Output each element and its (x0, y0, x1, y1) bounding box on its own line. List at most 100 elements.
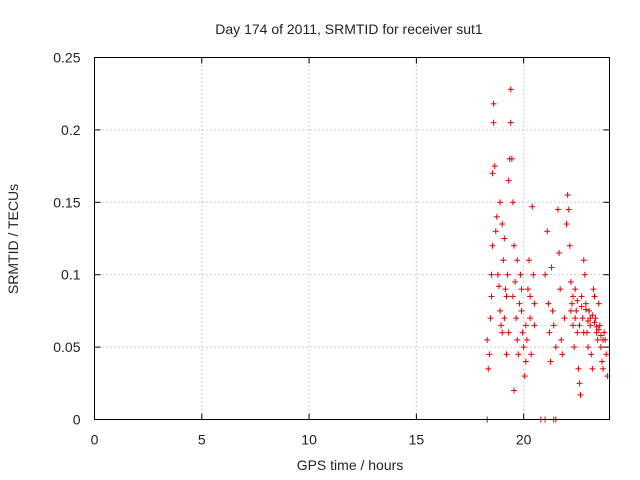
data-point (549, 307, 556, 314)
data-point (505, 177, 512, 184)
data-point (542, 271, 549, 278)
data-point (596, 322, 603, 329)
data-point (556, 249, 563, 256)
data-point (559, 351, 566, 358)
data-point (567, 307, 574, 314)
data-point (597, 344, 604, 351)
plot-frame (94, 57, 610, 420)
data-point (520, 344, 527, 351)
data-point (490, 119, 497, 126)
data-point (545, 300, 552, 307)
data-point (509, 293, 516, 300)
data-point (597, 332, 604, 339)
data-point (499, 221, 506, 228)
data-point (578, 293, 585, 300)
data-point (503, 293, 510, 300)
data-point (524, 286, 531, 293)
data-point (585, 344, 592, 351)
data-point (508, 155, 515, 162)
data-point (594, 336, 601, 343)
data-point (509, 199, 516, 206)
data-point (595, 326, 602, 333)
data-point (488, 293, 495, 300)
data-point (600, 336, 607, 343)
data-point (505, 329, 512, 336)
data-point (531, 322, 538, 329)
data-point (570, 293, 577, 300)
y-tick-label: 0.25 (53, 50, 80, 66)
data-point (497, 199, 504, 206)
data-point (507, 119, 514, 126)
data-point (515, 351, 522, 358)
x-tick-label: 10 (301, 432, 317, 448)
data-point (586, 307, 593, 314)
data-point (528, 351, 535, 358)
x-tick-label: 5 (198, 432, 206, 448)
data-point (550, 322, 557, 329)
data-point (498, 322, 505, 329)
data-point (548, 264, 555, 271)
data-point (491, 163, 498, 170)
data-point (518, 307, 525, 314)
data-point (523, 336, 530, 343)
data-point (564, 192, 571, 199)
data-point (527, 315, 534, 322)
data-point (519, 329, 526, 336)
data-point (582, 300, 589, 307)
data-point (595, 300, 602, 307)
data-point (513, 315, 520, 322)
points-layer (484, 86, 611, 423)
data-point (601, 329, 608, 336)
data-point (570, 322, 577, 329)
data-point (571, 344, 578, 351)
data-point (587, 315, 594, 322)
y-tick-label: 0.1 (61, 267, 81, 283)
data-point (529, 203, 536, 210)
data-point (522, 322, 529, 329)
data-point (489, 170, 496, 177)
data-point (490, 100, 497, 107)
y-tick-label: 0.2 (61, 122, 81, 138)
data-point (590, 286, 597, 293)
data-point (600, 365, 607, 372)
data-point (516, 300, 523, 307)
data-point (581, 271, 588, 278)
data-point (497, 307, 504, 314)
data-point (567, 278, 574, 285)
data-point (552, 344, 559, 351)
data-point (568, 300, 575, 307)
data-point (495, 283, 502, 290)
data-point (504, 271, 511, 278)
data-point (574, 297, 581, 304)
data-point (563, 221, 570, 228)
x-axis-title: GPS time / hours (297, 457, 404, 473)
data-point (544, 228, 551, 235)
data-point (531, 300, 538, 307)
x-tick-label: 15 (409, 432, 425, 448)
data-point (582, 306, 589, 313)
data-point (580, 257, 587, 264)
data-point (580, 329, 587, 336)
y-tick-label: 0 (73, 412, 81, 428)
data-point (507, 86, 514, 93)
ticks-layer: 0 5 10 15 20 0 0.05 0.1 0.15 0.2 0.25 (53, 50, 610, 448)
data-point (501, 235, 508, 242)
data-point (502, 286, 509, 293)
data-point (493, 213, 500, 220)
data-point (572, 286, 579, 293)
data-point (488, 271, 495, 278)
data-point (574, 329, 581, 336)
data-point (526, 257, 533, 264)
data-point (514, 336, 521, 343)
data-point (572, 315, 579, 322)
chart-title: Day 174 of 2011, SRMTID for receiver sut… (215, 21, 483, 37)
data-point (555, 206, 561, 213)
data-point (514, 257, 521, 264)
data-point (579, 315, 586, 322)
data-point (575, 365, 582, 372)
data-point (576, 380, 583, 387)
data-point (578, 303, 585, 310)
data-point (527, 293, 534, 300)
data-point (487, 315, 494, 322)
